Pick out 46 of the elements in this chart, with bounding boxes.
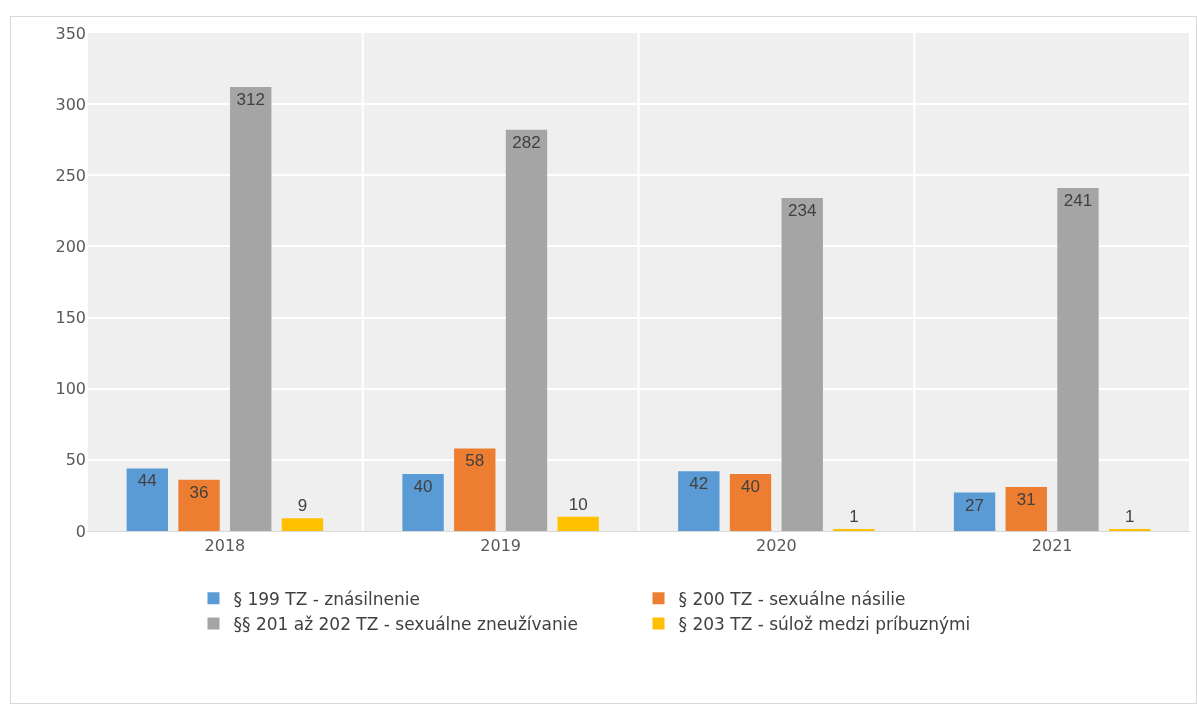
y-tick-label: 300 bbox=[55, 94, 86, 114]
y-tick-label: 100 bbox=[55, 379, 86, 399]
data-label: 31 bbox=[1016, 489, 1036, 509]
bar bbox=[1005, 486, 1047, 531]
data-label: 9 bbox=[297, 496, 308, 516]
bar bbox=[281, 518, 324, 531]
data-label: 241 bbox=[1063, 191, 1093, 211]
bar bbox=[729, 474, 772, 531]
bar bbox=[953, 492, 996, 531]
x-tick-label: 2020 bbox=[756, 536, 797, 556]
data-label: 1 bbox=[849, 507, 859, 526]
bar bbox=[678, 471, 720, 531]
bar bbox=[454, 448, 496, 531]
legend-label: §§ 201 až 202 TZ - sexuálne zneužívanie bbox=[233, 614, 578, 635]
data-label: 36 bbox=[189, 482, 209, 502]
legend-label: § 203 TZ - súlož medzi príbuznými bbox=[678, 614, 971, 635]
bar bbox=[505, 129, 548, 531]
data-label: 1 bbox=[1124, 507, 1135, 526]
y-tick-label: 0 bbox=[75, 521, 86, 541]
data-label: 44 bbox=[137, 471, 157, 491]
bar bbox=[178, 479, 220, 531]
y-tick-label: 350 bbox=[55, 23, 86, 43]
data-label: 40 bbox=[741, 477, 760, 497]
bar bbox=[126, 468, 168, 531]
y-tick-label: 250 bbox=[55, 165, 86, 185]
data-label: 312 bbox=[236, 90, 265, 110]
data-label: 27 bbox=[965, 495, 985, 515]
bar bbox=[557, 516, 599, 531]
bar bbox=[230, 87, 272, 531]
y-tick-label: 50 bbox=[65, 450, 86, 470]
bar bbox=[781, 198, 823, 531]
bar bbox=[402, 474, 444, 531]
data-label: 42 bbox=[689, 474, 709, 494]
x-tick-label: 2018 bbox=[204, 536, 246, 556]
data-label: 234 bbox=[788, 201, 817, 221]
data-label: 10 bbox=[568, 494, 588, 514]
legend-label: § 200 TZ - sexuálne násilie bbox=[678, 588, 906, 609]
y-tick-label: 200 bbox=[55, 237, 86, 257]
bar bbox=[1057, 188, 1099, 531]
y-tick-label: 150 bbox=[55, 308, 86, 328]
legend-label: § 199 TZ - znásilnenie bbox=[233, 588, 420, 609]
x-tick-label: 2021 bbox=[1031, 536, 1073, 556]
x-tick-label: 2019 bbox=[480, 536, 521, 556]
data-label: 282 bbox=[512, 132, 541, 152]
data-label: 58 bbox=[465, 451, 485, 471]
data-label: 40 bbox=[413, 477, 433, 497]
